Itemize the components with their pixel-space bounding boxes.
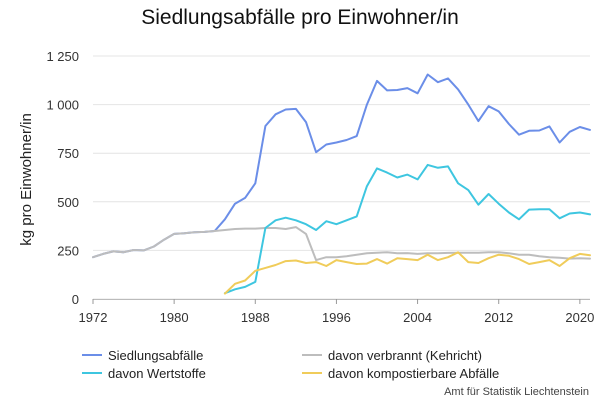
series-line-4 [223,251,591,295]
y-tick-label: 1 250 [46,49,79,64]
legend-label: davon kompostierbare Abfälle [328,366,499,381]
legend-label: davon Wertstoffe [108,366,206,381]
source-note: Amt für Statistik Liechtenstein [444,386,589,398]
y-axis-label: kg pro Einwohner/in [18,113,35,246]
y-tick-label: 1 000 [46,98,79,113]
y-tick-label: 750 [57,146,79,161]
series-line-3 [223,163,591,295]
x-tick-label: 2004 [403,310,432,325]
x-tick-label: 1996 [322,310,351,325]
legend-label: davon verbrannt (Kehricht) [328,348,482,363]
series-line-2 [92,226,591,262]
y-tick-label: 500 [57,195,79,210]
x-tick-label: 1972 [79,310,108,325]
legend-label: Siedlungsabfälle [108,348,203,363]
x-tick-label: 2012 [484,310,513,325]
x-tick-label: 1988 [241,310,270,325]
series-line-1 [92,73,591,259]
y-tick-label: 250 [57,243,79,258]
y-tick-label: 0 [72,292,79,307]
x-tick-label: 1980 [160,310,189,325]
x-tick-label: 2020 [565,310,594,325]
chart-title: Siedlungsabfälle pro Einwohner/in [141,6,459,29]
